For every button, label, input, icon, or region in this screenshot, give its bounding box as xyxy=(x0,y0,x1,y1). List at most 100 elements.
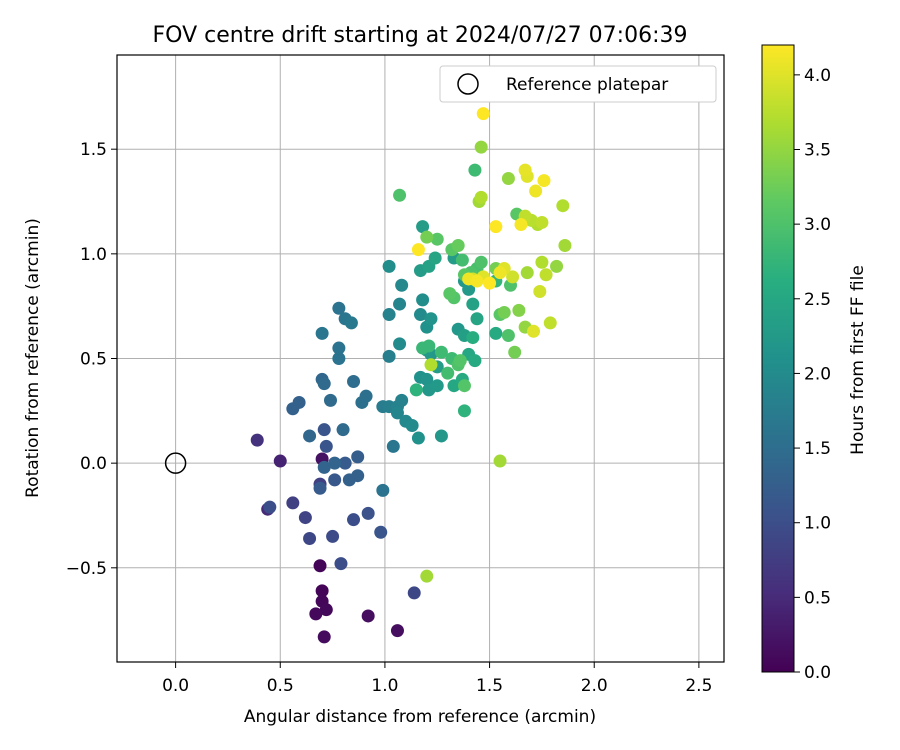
x-tick-label: 0.0 xyxy=(162,676,189,696)
data-point xyxy=(489,220,503,234)
x-tick-label: 2.5 xyxy=(685,676,712,696)
data-point xyxy=(483,276,497,290)
data-point xyxy=(512,303,526,317)
legend-label: Reference platepar xyxy=(506,75,668,95)
data-point xyxy=(424,312,438,326)
data-point xyxy=(338,456,352,470)
data-point xyxy=(451,238,465,252)
data-point xyxy=(313,481,327,495)
data-point xyxy=(529,184,543,198)
legend-box xyxy=(439,65,717,103)
x-tick-label: 1.5 xyxy=(476,676,503,696)
data-point xyxy=(328,456,342,470)
data-point xyxy=(336,423,350,437)
data-point xyxy=(374,525,388,539)
data-point xyxy=(317,423,331,437)
data-point xyxy=(443,287,457,301)
data-point xyxy=(556,199,570,213)
data-point xyxy=(474,255,488,269)
data-point xyxy=(351,469,365,483)
data-point xyxy=(303,532,317,546)
data-point xyxy=(468,354,482,368)
data-point xyxy=(501,171,515,185)
data-point xyxy=(535,215,549,229)
data-point xyxy=(470,312,484,326)
colorbar-tick-label: 3.0 xyxy=(804,215,831,235)
data-point xyxy=(317,460,331,474)
data-point xyxy=(506,270,520,284)
data-point xyxy=(543,316,557,330)
data-point xyxy=(493,454,507,468)
data-point xyxy=(250,433,264,447)
data-point xyxy=(411,431,425,445)
data-point xyxy=(315,326,329,340)
data-point xyxy=(409,383,423,397)
y-tick-label: 1.0 xyxy=(80,245,107,265)
data-point xyxy=(466,297,480,311)
data-point xyxy=(332,341,346,355)
data-point xyxy=(319,439,333,453)
data-point xyxy=(441,366,455,380)
data-point xyxy=(420,372,434,386)
data-point xyxy=(347,375,361,389)
colorbar-tick-label: 1.0 xyxy=(804,514,831,534)
data-point xyxy=(326,529,340,543)
data-point xyxy=(520,266,534,280)
data-point xyxy=(390,624,404,638)
x-tick-label: 1.0 xyxy=(371,676,398,696)
data-point xyxy=(395,278,409,292)
colorbar: 0.0 0.5 1.0 1.5 2.0 2.5 3.0 3.5 4.0 Hours from f… xyxy=(761,44,868,683)
data-point xyxy=(407,586,421,600)
data-point xyxy=(319,603,333,617)
data-point xyxy=(430,379,444,393)
data-point xyxy=(382,308,396,322)
data-point xyxy=(390,406,404,420)
data-point xyxy=(395,393,409,407)
y-tick-label: −0.5 xyxy=(66,559,107,579)
data-point xyxy=(430,232,444,246)
data-point xyxy=(347,513,361,527)
data-point xyxy=(292,395,306,409)
data-point xyxy=(501,328,515,342)
grid-lines xyxy=(117,55,724,662)
data-point xyxy=(405,418,419,432)
data-point xyxy=(393,337,407,351)
data-point xyxy=(376,483,390,497)
data-point xyxy=(466,331,480,345)
data-point xyxy=(537,174,551,188)
data-point xyxy=(382,259,396,273)
data-point xyxy=(428,251,442,265)
data-point xyxy=(420,230,434,244)
data-point xyxy=(309,607,323,621)
legend-marker-icon xyxy=(457,73,479,95)
data-point xyxy=(263,500,277,514)
data-point xyxy=(416,293,430,307)
data-point xyxy=(434,345,448,359)
data-point xyxy=(539,268,553,282)
data-point xyxy=(434,429,448,443)
y-tick-label: 0.0 xyxy=(80,454,107,474)
data-point xyxy=(361,609,375,623)
y-axis-ticks: −0.5 0.0 0.5 1.0 1.5 xyxy=(66,140,117,579)
colorbar-tick-label: 2.0 xyxy=(804,364,831,384)
data-point xyxy=(334,557,348,571)
colorbar-tick-label: 0.5 xyxy=(804,588,831,608)
data-point xyxy=(317,630,331,644)
data-point xyxy=(457,404,471,418)
data-point xyxy=(323,393,337,407)
data-point xyxy=(359,389,373,403)
colorbar-tick-label: 1.5 xyxy=(804,439,831,459)
data-point xyxy=(455,253,469,267)
data-point xyxy=(518,163,532,177)
colorbar-ticks: 0.0 0.5 1.0 1.5 2.0 2.5 3.0 3.5 4.0 xyxy=(794,66,831,683)
data-point xyxy=(332,352,346,365)
data-point xyxy=(550,259,564,273)
data-point xyxy=(468,163,482,177)
x-axis-ticks: 0.0 0.5 1.0 1.5 2.0 2.5 xyxy=(162,662,712,696)
data-point xyxy=(453,354,467,368)
data-point xyxy=(328,473,342,487)
colorbar-label: Hours from first FF file xyxy=(848,265,868,455)
data-point xyxy=(422,339,436,353)
colorbar-tick-label: 2.5 xyxy=(804,290,831,310)
colorbar-tick-label: 0.0 xyxy=(804,663,831,683)
